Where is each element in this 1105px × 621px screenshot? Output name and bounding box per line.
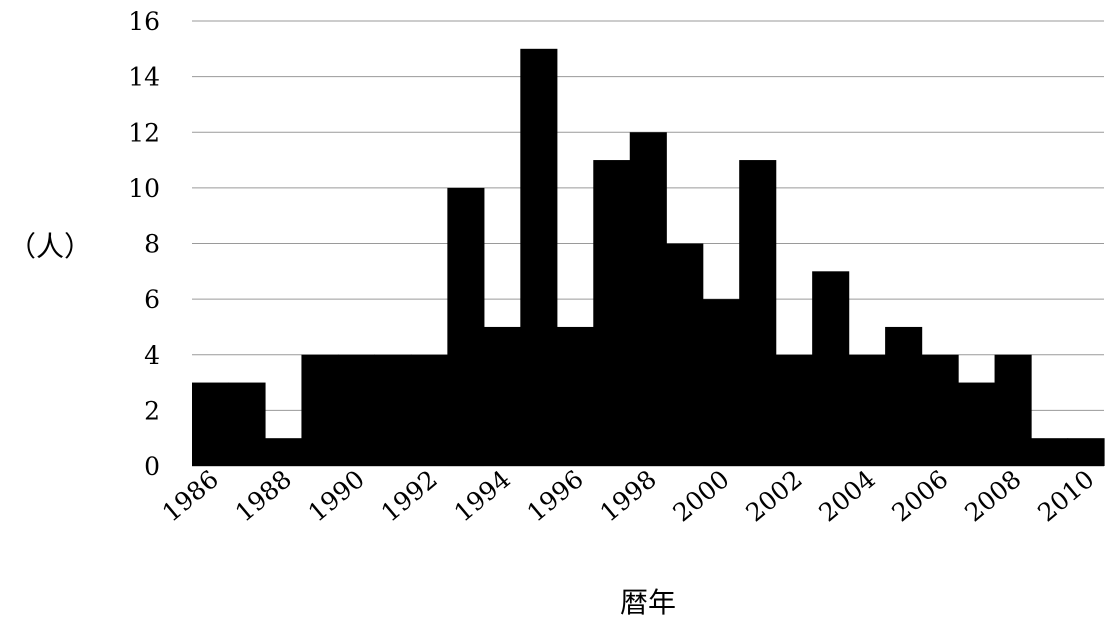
x-tick-label: 1994: [449, 464, 516, 527]
x-tick-label: 1998: [594, 464, 661, 527]
x-axis-title: 暦年: [620, 586, 676, 619]
bar-2004: [848, 354, 886, 466]
bar-2010: [1067, 438, 1105, 466]
y-tick-labels: 0 2 4 6 8 10 12 14 16: [128, 7, 160, 481]
bar-1998: [629, 132, 667, 466]
bar-1987: [228, 382, 266, 466]
bar-1999: [666, 243, 704, 466]
y-tick-label: 0: [144, 452, 160, 481]
x-tick-label: 2010: [1032, 464, 1099, 527]
y-tick-label: 10: [128, 174, 160, 203]
x-tick-label: 2006: [886, 464, 953, 527]
bar-2000: [702, 299, 740, 467]
bar-1993: [447, 187, 485, 467]
bar-2005: [885, 326, 923, 466]
x-tick-label: 1992: [376, 464, 443, 527]
x-tick-label: 1986: [157, 464, 224, 527]
bar-1991: [374, 354, 412, 466]
x-tick-label: 1996: [522, 464, 589, 527]
bar-2001: [739, 160, 777, 466]
y-tick-label: 12: [128, 118, 160, 147]
x-tick-label: 1990: [303, 464, 370, 527]
y-tick-label: 14: [128, 63, 160, 92]
bar-2008: [994, 354, 1032, 466]
bar-1990: [337, 354, 375, 466]
y-tick-label: 4: [144, 341, 160, 370]
bar-1988: [264, 438, 303, 466]
bar-2002: [775, 354, 813, 466]
bar-1995: [520, 48, 558, 467]
x-tick-label: 2000: [667, 464, 734, 527]
x-tick-label: 2002: [740, 464, 807, 527]
bar-1989: [301, 354, 339, 466]
bar-1986: [192, 382, 230, 466]
bar-2006: [921, 354, 959, 466]
y-tick-label: 2: [144, 396, 160, 425]
y-tick-label: 16: [128, 7, 160, 36]
bar-2003: [812, 271, 850, 466]
x-tick-label: 1988: [230, 464, 297, 527]
x-tick-label: 2008: [959, 464, 1026, 527]
bar-1992: [410, 354, 448, 466]
bar-2009: [1031, 438, 1069, 466]
bars: [192, 48, 1105, 467]
y-axis-title: （人）: [8, 230, 92, 263]
bar-1996: [556, 326, 594, 466]
y-tick-label: 8: [144, 230, 160, 259]
x-tick-labels: 1986 1988 1990 1992 1994 1996 1998 2000 2002 2004…: [157, 464, 1100, 527]
y-tick-label: 6: [144, 285, 160, 314]
bar-2007: [958, 382, 996, 466]
bar-1994: [483, 326, 521, 466]
x-tick-label: 2004: [813, 464, 880, 527]
bar-1997: [593, 160, 631, 466]
